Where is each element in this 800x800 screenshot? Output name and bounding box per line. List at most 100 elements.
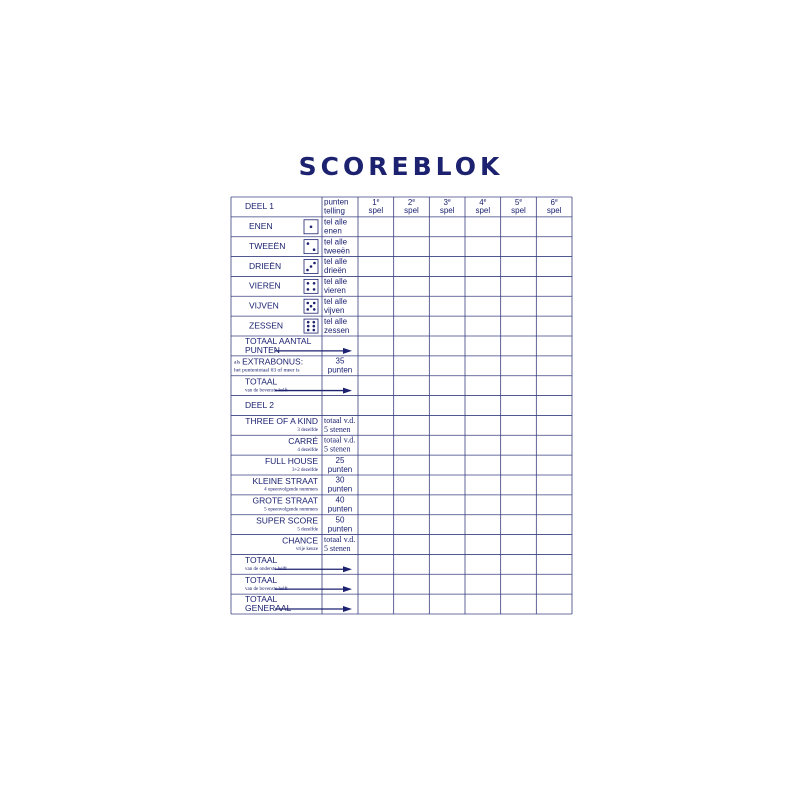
- dice-pip: [312, 308, 316, 311]
- points-text: tweeën: [324, 246, 350, 255]
- points-text: tel alle: [324, 277, 348, 286]
- game-number: 3e: [444, 198, 451, 207]
- row-label: CARRÉ: [288, 436, 318, 446]
- dice: [303, 259, 319, 274]
- arrow-head: [343, 387, 352, 394]
- row-label: KLEINE STRAAT: [253, 476, 319, 486]
- points-text: tel alle: [324, 237, 348, 246]
- dice-pip: [306, 324, 310, 328]
- dice-pip: [306, 301, 310, 305]
- row-label: GENERAAL: [245, 603, 292, 613]
- row-label: DRIEËN: [249, 261, 281, 271]
- game-number: 2e: [408, 198, 415, 207]
- row-sublabel: vrije keuze: [296, 547, 319, 552]
- points-text: 5 stenen: [324, 544, 350, 553]
- points-header: telling: [324, 207, 345, 216]
- points-text: 25: [336, 456, 345, 465]
- dice-pip: [306, 242, 310, 245]
- game-ordinal: e: [448, 198, 451, 204]
- dice-pip: [312, 301, 316, 305]
- game-label: spel: [511, 206, 526, 215]
- row-prefix: als: [234, 360, 240, 366]
- points-text: 40: [336, 495, 345, 504]
- points-text: punten: [328, 365, 352, 374]
- dice-pip: [306, 320, 310, 324]
- game-label: spel: [440, 206, 455, 215]
- row-sublabel: 3+2 dezelfde: [292, 468, 319, 473]
- game-number-digit: 1: [372, 198, 377, 207]
- points-text: punten: [328, 504, 352, 513]
- dice-pip: [306, 288, 310, 291]
- row-label: CHANCE: [282, 535, 318, 545]
- game-ordinal: e: [377, 198, 380, 204]
- dice-pip: [312, 320, 316, 324]
- dice-pip: [309, 265, 313, 268]
- game-number-digit: 4: [479, 198, 484, 207]
- row-sublabel: 4 dezelfde: [297, 448, 318, 453]
- points-text: totaal v.d.: [324, 436, 355, 445]
- game-label: spel: [475, 206, 490, 215]
- row-sublabel: 5 opeenvolgende nummers: [264, 507, 318, 512]
- points-text: 50: [336, 515, 345, 524]
- row-sublabel: van de onderste helft: [245, 567, 287, 572]
- row-label: TOTAAL: [245, 376, 278, 386]
- dice-pip: [312, 288, 316, 291]
- points-text: tel alle: [324, 297, 348, 306]
- row-label: TOTAAL AANTAL: [245, 336, 312, 346]
- game-label: spel: [404, 206, 419, 215]
- row-label: PUNTEN: [245, 345, 280, 355]
- points-text: drieën: [324, 266, 346, 275]
- dice: [303, 298, 319, 314]
- game-number: 5e: [515, 198, 522, 207]
- arrow-head: [343, 586, 352, 593]
- points-text: 5 stenen: [324, 425, 350, 434]
- points-text: 35: [336, 356, 345, 365]
- game-ordinal: e: [555, 198, 558, 204]
- game-number-digit: 2: [408, 198, 413, 207]
- row-sublabel: van de bovenste helft: [245, 388, 288, 393]
- row-sublabel: 3 dezelfde: [297, 428, 318, 433]
- points-text: punten: [328, 485, 352, 494]
- row-label: FULL HOUSE: [265, 456, 318, 466]
- dice-pip: [306, 268, 309, 272]
- points-text: punten: [328, 465, 352, 474]
- points-text: 30: [336, 476, 345, 485]
- dice: [303, 278, 319, 294]
- row-sublabel: het puntentotaal 63 of meer is: [234, 367, 300, 374]
- game-number: 1e: [372, 198, 379, 207]
- game-ordinal: e: [519, 198, 522, 204]
- dice: [303, 318, 319, 334]
- row-sublabel: van de bovenste helft: [245, 587, 288, 592]
- points-text: vieren: [324, 286, 346, 295]
- dice-pip: [312, 328, 316, 332]
- row-label: THREE OF A KIND: [245, 416, 318, 426]
- game-ordinal: e: [484, 198, 487, 204]
- dice-pip: [306, 328, 310, 332]
- game-number-digit: 6: [551, 198, 556, 207]
- dice-pip: [306, 308, 310, 311]
- dice: [303, 219, 319, 235]
- section-label: DEEL 1: [245, 201, 274, 211]
- arrow-head: [343, 566, 352, 573]
- game-label: spel: [368, 206, 383, 215]
- section-label: DEEL 2: [245, 400, 274, 410]
- row-label: TOTAAL: [245, 575, 278, 585]
- dice-pip: [312, 248, 316, 252]
- dice: [303, 239, 319, 255]
- row-label: GROTE STRAAT: [253, 496, 319, 506]
- row-label: TWEEËN: [249, 241, 285, 251]
- row-label: VIJVEN: [249, 300, 279, 310]
- game-number: 4e: [479, 198, 486, 207]
- game-number: 6e: [551, 198, 558, 207]
- row-label: ENEN: [249, 221, 273, 231]
- row-sublabel: 5 dezelfde: [297, 527, 318, 532]
- arrow-head: [343, 347, 352, 354]
- dice-pip: [309, 225, 313, 229]
- points-text: tel alle: [324, 217, 348, 226]
- points-text: 5 stenen: [324, 445, 350, 454]
- dice-pip: [312, 324, 316, 328]
- points-text: tel alle: [324, 257, 348, 266]
- game-ordinal: e: [412, 198, 415, 204]
- points-header: punten: [324, 198, 348, 207]
